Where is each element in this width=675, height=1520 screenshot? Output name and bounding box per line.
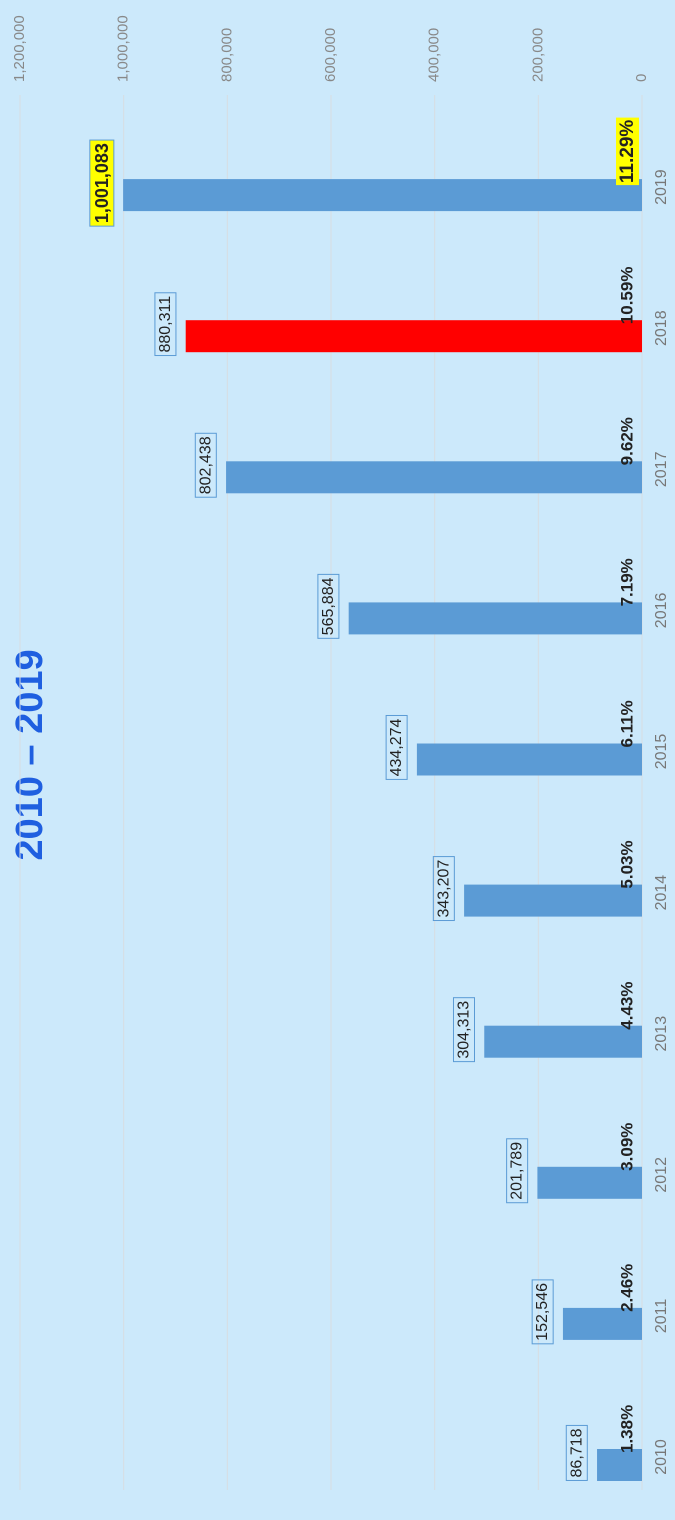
value-label: 152,546: [534, 1283, 551, 1341]
percent-label-box: [616, 117, 640, 186]
value-label: 434,274: [388, 718, 405, 776]
value-label-box: [506, 1138, 529, 1204]
x-tick-label: 2012: [653, 1157, 670, 1193]
value-label-box: [194, 432, 217, 498]
x-tick-label: 2014: [653, 875, 670, 911]
bar: [537, 1166, 642, 1199]
x-tick-label: 2015: [653, 734, 670, 770]
percent-label: 5.03%: [617, 840, 636, 888]
percent-label: 6.11%: [617, 700, 636, 747]
rotated-plot: 2010 – 2019 0 200,000 400,000 600,000 800,00…: [9, 15, 670, 1490]
value-label: 802,438: [197, 436, 214, 494]
x-tick-label: 2019: [653, 169, 670, 205]
bar: [185, 320, 642, 353]
value-label: 201,789: [509, 1142, 526, 1200]
value-label: 1,001,083: [92, 143, 112, 223]
bar: [416, 743, 642, 776]
percent-label: 2.46%: [617, 1264, 636, 1312]
x-tick-label: 2013: [653, 1016, 670, 1052]
bar: [597, 1449, 642, 1481]
bar: [348, 602, 642, 635]
bar: [226, 461, 642, 494]
y-tick-label: 1,200,000: [11, 15, 28, 82]
percent-label: 9.62%: [617, 417, 636, 465]
value-label-box: [531, 1279, 554, 1345]
value-label: 86,718: [568, 1428, 585, 1477]
value-label: 304,313: [455, 1001, 472, 1059]
y-tick-label: 1,000,000: [115, 15, 132, 82]
percent-label: 3.09%: [617, 1123, 636, 1171]
value-label-box: [432, 856, 455, 922]
value-label: 343,207: [435, 860, 452, 918]
percent-label: 4.43%: [617, 981, 636, 1029]
value-label-box: [565, 1424, 588, 1481]
bar: [562, 1307, 642, 1340]
bar: [123, 179, 643, 212]
value-label-box: [385, 714, 408, 780]
value-label-box: [317, 573, 340, 639]
y-tick-label: 400,000: [426, 28, 443, 82]
y-tick-label: 200,000: [529, 28, 546, 82]
value-label-box: [452, 997, 475, 1063]
percent-label: 11.29%: [617, 120, 638, 183]
bar: [464, 884, 642, 917]
y-tick-label: 0: [633, 74, 650, 82]
y-tick-label: 600,000: [322, 28, 339, 82]
value-label-box: [89, 139, 115, 227]
bar: [484, 1025, 642, 1058]
x-tick-label: 2016: [653, 593, 670, 629]
percent-label: 7.19%: [617, 558, 636, 606]
chart-title: 2010 – 2019: [9, 649, 51, 860]
percent-label: 1.38%: [617, 1405, 636, 1453]
value-label-box: [154, 292, 177, 357]
percent-label: 10.59%: [617, 267, 636, 325]
x-tick-label: 2011: [653, 1299, 670, 1334]
x-tick-label: 2018: [653, 310, 670, 346]
x-tick-label: 2017: [653, 451, 670, 487]
y-tick-label: 800,000: [218, 28, 235, 82]
x-tick-label: 2010: [653, 1439, 670, 1475]
value-label: 880,311: [157, 296, 174, 353]
value-label: 565,884: [320, 577, 337, 635]
